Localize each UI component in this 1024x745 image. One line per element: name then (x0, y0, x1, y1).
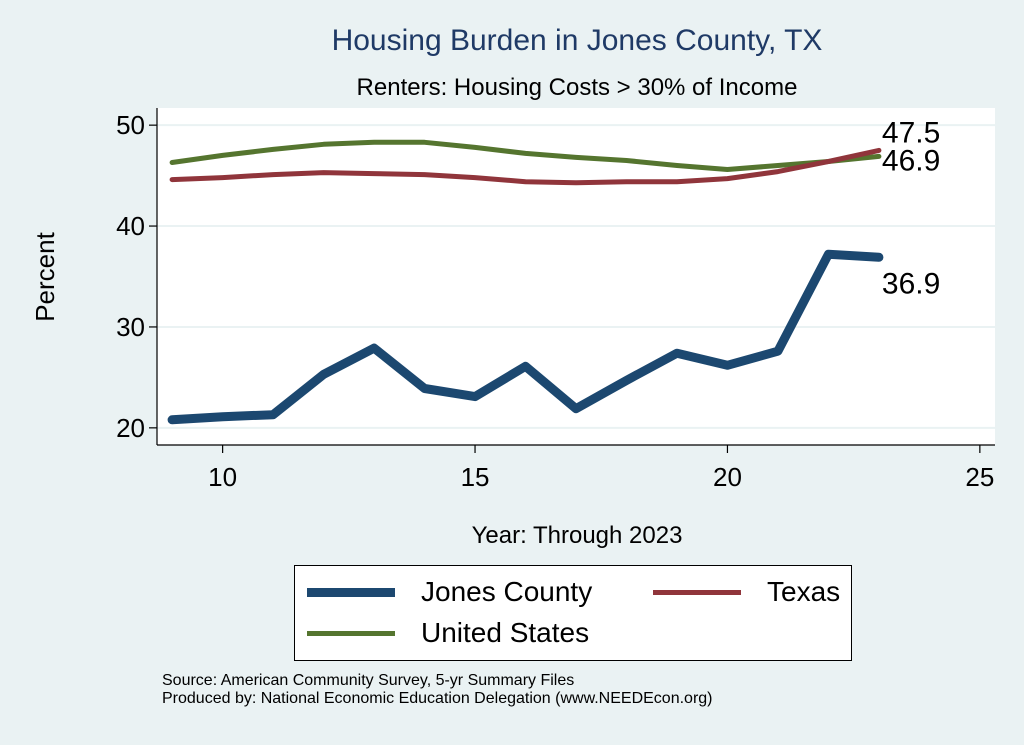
data-point (525, 181, 527, 183)
data-point (323, 373, 325, 375)
legend-swatch-united-states (307, 630, 395, 636)
data-point (373, 141, 375, 143)
data-point (575, 156, 577, 158)
legend-item-united-states: United States (307, 617, 589, 649)
legend-label: Jones County (421, 576, 593, 607)
data-point (676, 181, 678, 183)
end-label-united-states: 46.9 (882, 144, 940, 177)
y-tick-label: 20 (116, 413, 145, 443)
legend: Jones County Texas United States (294, 565, 852, 661)
data-point (474, 396, 476, 398)
data-point (171, 419, 173, 421)
data-point (777, 171, 779, 173)
data-point (373, 347, 375, 349)
data-point (525, 152, 527, 154)
data-point (272, 148, 274, 150)
y-tick-label: 30 (116, 312, 145, 342)
data-point (777, 350, 779, 352)
data-point (625, 181, 627, 183)
legend-swatch-texas (653, 589, 741, 595)
data-point (323, 172, 325, 174)
data-point (726, 364, 728, 366)
chart-subtitle: Renters: Housing Costs > 30% of Income (356, 74, 798, 101)
x-tick-label: 20 (713, 462, 742, 492)
data-point (575, 182, 577, 184)
legend-item-jones-county: Jones County (307, 576, 592, 608)
data-point (474, 177, 476, 179)
data-point (323, 143, 325, 145)
source-note: Source: American Community Survey, 5-yr … (162, 672, 575, 689)
data-point (525, 365, 527, 367)
data-point (827, 253, 829, 255)
y-axis-label: Percent (30, 231, 60, 321)
chart-title: Housing Burden in Jones County, TX (331, 24, 823, 57)
data-point (424, 174, 426, 176)
data-point (625, 159, 627, 161)
data-point (878, 155, 880, 157)
data-point (625, 379, 627, 381)
data-point (575, 408, 577, 410)
legend-item-texas: Texas (653, 576, 840, 608)
x-axis-label: Year: Through 2023 (472, 522, 683, 549)
data-point (726, 169, 728, 171)
data-point (676, 165, 678, 167)
x-tick-label: 10 (208, 462, 237, 492)
data-point (878, 256, 880, 258)
x-tick-label: 25 (965, 462, 994, 492)
data-point (171, 161, 173, 163)
data-point (827, 160, 829, 162)
data-point (424, 141, 426, 143)
legend-label: United States (421, 617, 590, 648)
data-point (878, 149, 880, 151)
data-point (424, 387, 426, 389)
data-point (676, 352, 678, 354)
y-tick-label: 40 (116, 211, 145, 241)
data-point (272, 174, 274, 176)
data-point (171, 179, 173, 181)
data-point (726, 178, 728, 180)
y-tick-label: 50 (116, 110, 145, 140)
end-label-jones-county: 36.9 (882, 267, 940, 300)
plot-area (157, 108, 995, 445)
data-point (373, 173, 375, 175)
data-point (222, 154, 224, 156)
x-tick-label: 15 (461, 462, 490, 492)
chart-notes: Source: American Community Survey, 5-yr … (162, 672, 713, 708)
produced-by-note: Produced by: National Economic Education… (162, 690, 713, 707)
legend-label: Texas (767, 576, 841, 607)
data-point (474, 146, 476, 148)
data-point (777, 165, 779, 167)
data-point (222, 177, 224, 179)
end-label-texas: 47.5 (882, 116, 940, 149)
legend-swatch-jones-county (307, 587, 395, 597)
data-point (222, 416, 224, 418)
data-point (272, 414, 274, 416)
